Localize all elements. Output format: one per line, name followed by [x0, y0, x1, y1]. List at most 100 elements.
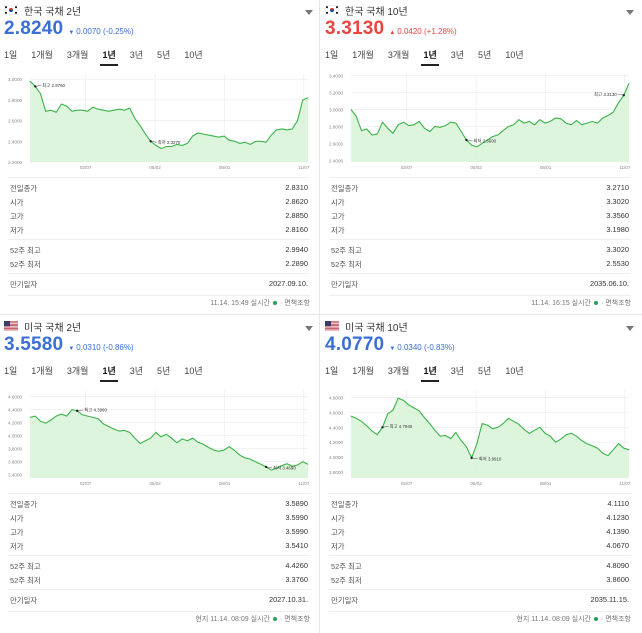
data-point — [286, 463, 288, 465]
data-point — [255, 140, 256, 142]
stats-separator — [329, 493, 631, 494]
data-point — [118, 108, 120, 110]
data-point — [366, 128, 368, 130]
price-row: 3.5580 ▼ 0.0310 (-0.86%) — [4, 334, 134, 356]
tab-3[interactable]: 1년 — [100, 48, 119, 66]
data-point — [234, 140, 235, 142]
data-point — [434, 429, 436, 431]
data-point — [602, 453, 604, 454]
disclaimer-link[interactable]: · 면책조항 — [279, 616, 310, 623]
stat-value: 4.1230 — [606, 513, 629, 522]
data-point — [61, 103, 62, 105]
extreme-label: 최고 4.7940 — [389, 423, 412, 430]
data-point — [623, 447, 625, 449]
tab-5[interactable]: 5년 — [478, 366, 492, 376]
stats-separator — [8, 177, 310, 178]
tab-4[interactable]: 3년 — [450, 366, 465, 376]
data-point — [244, 457, 246, 459]
tab-1[interactable]: 1개월 — [31, 50, 53, 60]
data-point — [597, 122, 598, 124]
chart-svg: 3.0000 2.8000 2.6000 2.4000 2.2000 02/07 05/02… — [8, 74, 310, 170]
data-point — [570, 124, 572, 126]
data-point — [207, 447, 209, 448]
stat-label: 만기일자 — [331, 280, 359, 289]
tab-3[interactable]: 1년 — [421, 48, 440, 66]
data-point — [87, 110, 89, 112]
data-point — [103, 109, 104, 111]
price-change: ▲ 0.0420 (+1.28%) — [389, 27, 456, 36]
data-point — [218, 450, 220, 452]
stat-row: 시가 2.8620 — [8, 197, 310, 209]
y-tick-label: 4.6000 — [329, 410, 343, 415]
collapse-arrow-icon[interactable] — [625, 320, 635, 331]
disclaimer-link[interactable]: · 면책조항 — [279, 300, 310, 307]
disclaimer-link[interactable]: · 면책조항 — [600, 300, 631, 307]
series-line — [350, 83, 630, 148]
stat-label: 저가 — [331, 542, 345, 551]
collapse-arrow-icon[interactable] — [625, 4, 635, 15]
price-chart: 3.4000 3.2000 3.0000 2.8000 2.6000 2.4000 02/0… — [323, 68, 637, 176]
data-point — [607, 115, 609, 116]
tab-0[interactable]: 1일 — [325, 366, 339, 376]
tab-5[interactable]: 5년 — [157, 50, 171, 60]
tab-1[interactable]: 1개월 — [31, 366, 53, 376]
data-point — [591, 445, 593, 447]
tab-3[interactable]: 1년 — [100, 364, 119, 382]
current-price: 4.0770 — [325, 334, 385, 355]
extreme-label: 최저 2.5600 — [473, 138, 496, 145]
data-point — [586, 443, 588, 445]
data-point — [612, 449, 614, 451]
disclaimer-link[interactable]: · 면책조항 — [600, 616, 631, 623]
data-point — [403, 121, 404, 123]
data-point — [549, 121, 551, 122]
stat-value: 4.4260 — [285, 561, 308, 570]
kr-flag-icon — [3, 4, 19, 16]
tab-0[interactable]: 1일 — [4, 366, 18, 376]
stat-label: 저가 — [10, 542, 24, 551]
data-point — [97, 418, 99, 420]
collapse-arrow-icon[interactable] — [304, 320, 314, 331]
tab-6[interactable]: 10년 — [184, 50, 203, 60]
panel-footer: 현지 11.14. 08:09 실시간 · 면책조항 — [516, 614, 631, 624]
data-point — [497, 134, 499, 136]
tab-2[interactable]: 3개월 — [66, 366, 89, 376]
data-point — [450, 121, 452, 123]
y-tick-label: 2.8000 — [329, 124, 343, 129]
data-point — [213, 135, 214, 137]
y-tick-label: 2.8000 — [8, 98, 22, 103]
live-dot-icon — [272, 617, 277, 621]
data-point — [213, 449, 214, 451]
tab-1[interactable]: 1개월 — [352, 50, 374, 60]
tab-0[interactable]: 1일 — [4, 50, 18, 60]
tab-3[interactable]: 1년 — [421, 364, 440, 382]
tab-2[interactable]: 3개월 — [387, 366, 410, 376]
data-point — [366, 425, 368, 427]
tab-6[interactable]: 10년 — [184, 366, 203, 376]
data-point — [124, 109, 125, 111]
data-point — [134, 118, 136, 119]
stats-separator — [329, 589, 631, 590]
stat-row: 52주 최고 4.8090 — [329, 561, 631, 573]
kr-flag-icon — [324, 4, 340, 16]
stat-row: 고가 3.5990 — [8, 527, 310, 539]
tab-5[interactable]: 5년 — [478, 50, 492, 60]
tab-2[interactable]: 3개월 — [66, 50, 89, 60]
data-point — [361, 420, 362, 422]
data-point — [197, 441, 199, 443]
x-tick-label: 08/01 — [540, 481, 552, 486]
data-point — [513, 124, 514, 126]
tab-4[interactable]: 3년 — [450, 50, 465, 60]
stat-row: 만기일자 2027.09.10. — [8, 279, 310, 291]
x-tick-label: 02/07 — [80, 481, 92, 486]
tab-4[interactable]: 3년 — [129, 50, 144, 60]
collapse-arrow-icon[interactable] — [304, 4, 314, 15]
tab-6[interactable]: 10년 — [505, 366, 524, 376]
tab-0[interactable]: 1일 — [325, 50, 339, 60]
tab-6[interactable]: 10년 — [505, 50, 524, 60]
stat-row: 52주 최저 2.2890 — [8, 259, 310, 271]
data-point — [181, 438, 183, 440]
tab-2[interactable]: 3개월 — [387, 50, 410, 60]
tab-1[interactable]: 1개월 — [352, 366, 374, 376]
tab-4[interactable]: 3년 — [129, 366, 144, 376]
tab-5[interactable]: 5년 — [157, 366, 171, 376]
